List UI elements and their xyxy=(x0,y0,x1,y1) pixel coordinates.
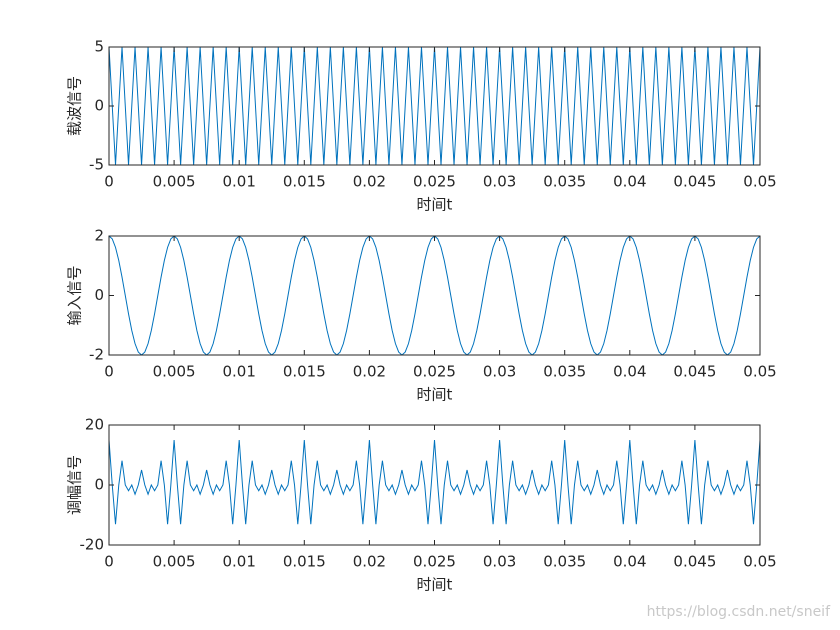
x-tick-label: 0.035 xyxy=(543,553,586,571)
x-tick-label: 0.03 xyxy=(483,363,516,381)
x-tick-label: 0.04 xyxy=(613,363,646,381)
y-tick-label: 0 xyxy=(94,286,104,304)
x-tick-label: 0.015 xyxy=(283,173,326,191)
y-tick-label: -5 xyxy=(89,156,104,174)
x-tick-label: 0.005 xyxy=(153,553,196,571)
x-tick-label: 0.01 xyxy=(222,553,255,571)
y-tick-label: 2 xyxy=(94,227,104,245)
x-tick-label: 0.01 xyxy=(222,173,255,191)
x-tick-label: 0.02 xyxy=(353,173,386,191)
x-tick-label: 0 xyxy=(104,173,114,191)
x-tick-label: 0.03 xyxy=(483,553,516,571)
y-axis-label: 输入信号 xyxy=(66,265,84,325)
x-tick-label: 0.045 xyxy=(673,553,716,571)
x-tick-label: 0.045 xyxy=(673,363,716,381)
x-tick-label: 0.02 xyxy=(353,363,386,381)
y-tick-label: 0 xyxy=(94,476,104,494)
y-tick-label: 20 xyxy=(85,416,104,434)
x-tick-label: 0.045 xyxy=(673,173,716,191)
x-tick-label: 0.035 xyxy=(543,173,586,191)
x-tick-label: 0.005 xyxy=(153,363,196,381)
x-tick-label: 0.05 xyxy=(743,363,776,381)
x-tick-label: 0.05 xyxy=(743,173,776,191)
signal-line xyxy=(108,439,761,525)
x-axis-label: 时间t xyxy=(417,196,453,214)
y-axis-label: 调幅信号 xyxy=(66,455,84,515)
x-tick-label: 0.035 xyxy=(543,363,586,381)
y-tick-label: 5 xyxy=(94,38,104,56)
x-tick-label: 0 xyxy=(104,553,114,571)
y-tick-label: 0 xyxy=(94,97,104,115)
x-axis-label: 时间t xyxy=(417,386,453,404)
x-tick-label: 0.005 xyxy=(153,173,196,191)
x-axis-label: 时间t xyxy=(417,576,453,594)
x-tick-label: 0.01 xyxy=(222,363,255,381)
x-tick-label: 0.015 xyxy=(283,553,326,571)
x-tick-label: 0.025 xyxy=(413,173,456,191)
watermark: https://blog.csdn.net/sneif xyxy=(647,604,831,620)
x-tick-label: 0.025 xyxy=(413,553,456,571)
x-tick-label: 0.05 xyxy=(743,553,776,571)
y-tick-label: -20 xyxy=(80,536,105,554)
x-tick-label: 0.03 xyxy=(483,173,516,191)
x-tick-label: 0.025 xyxy=(413,363,456,381)
x-tick-label: 0.02 xyxy=(353,553,386,571)
x-tick-label: 0.04 xyxy=(613,553,646,571)
y-axis-label: 载波信号 xyxy=(66,76,84,136)
x-tick-label: 0 xyxy=(104,363,114,381)
x-tick-label: 0.015 xyxy=(283,363,326,381)
y-tick-label: -2 xyxy=(89,346,104,364)
x-tick-label: 0.04 xyxy=(613,173,646,191)
